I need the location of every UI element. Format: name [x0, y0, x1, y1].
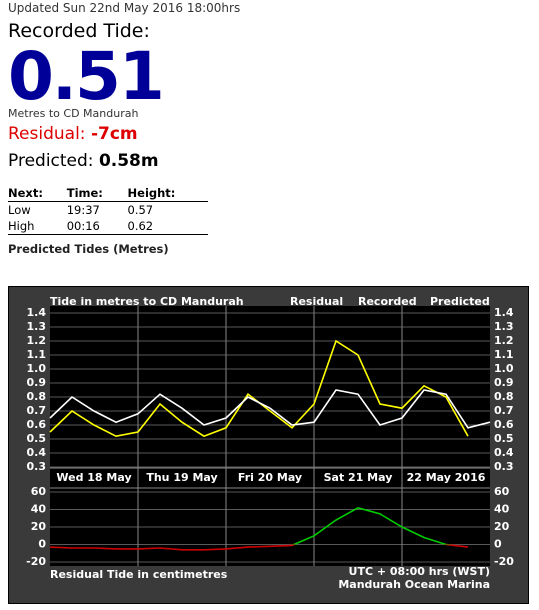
next-tides-table: Next: Time: Height: Low 19:37 0.57 High 00:16…: [8, 185, 208, 235]
legend-entry: Recorded: [358, 295, 417, 308]
y-tick-label: 0.3: [494, 460, 514, 473]
residual-value: -7cm: [90, 124, 138, 144]
cell: 00:16: [66, 218, 128, 235]
y-tick-label: 20: [494, 520, 510, 533]
y-tick-label: 0.9: [27, 376, 47, 389]
y-tick-label: 0.9: [494, 376, 514, 389]
tide-value: 0.51: [8, 38, 165, 115]
series-line: [49, 506, 469, 551]
y-tick-label: -20: [494, 555, 514, 568]
y-tick-label: 1.4: [27, 306, 47, 319]
x-tick-label: Fri 20 May: [238, 471, 302, 484]
plot-background: [50, 306, 490, 566]
y-tick-label: 0.3: [27, 460, 47, 473]
x-tick-label: Wed 18 May: [56, 471, 131, 484]
y-tick-label: 40: [31, 503, 47, 516]
column-header: Next:: [8, 185, 67, 202]
chart-title: Residual Tide in centimetres: [50, 568, 228, 581]
y-tick-label: 20: [31, 520, 47, 533]
y-tick-label: 1.3: [494, 320, 514, 333]
y-tick-label: 1.0: [27, 362, 47, 375]
y-tick-label: 0.4: [27, 446, 47, 459]
y-tick-label: 60: [494, 485, 510, 498]
y-tick-label: 0.6: [27, 418, 47, 431]
y-tick-label: 0.7: [494, 404, 514, 417]
y-tick-label: 1.2: [494, 334, 514, 347]
y-tick-label: 1.1: [494, 348, 514, 361]
y-tick-label: 0.5: [494, 432, 514, 445]
predicted: Predicted: 0.58m: [8, 151, 159, 171]
predicted-value: 0.58m: [98, 151, 159, 171]
chart-note: UTC + 08:00 hrs (WST): [349, 565, 490, 578]
y-tick-label: 40: [494, 503, 510, 516]
cell: High: [8, 218, 67, 235]
updated-time: Updated Sun 22nd May 2016 18:00hrs: [8, 1, 241, 15]
legend-entry: Predicted: [430, 295, 490, 308]
y-tick-label: 1.4: [494, 306, 514, 319]
chart-title: Tide in metres to CD Mandurah: [50, 295, 244, 308]
residual-label: Residual:: [8, 124, 86, 144]
cell: 19:37: [66, 203, 100, 217]
column-header: Height:: [127, 185, 208, 202]
cell: 0.57: [127, 203, 154, 217]
x-tick-label: Sat 21 May: [324, 471, 393, 484]
legend-entry: Residual: [290, 295, 343, 308]
cell: 0.62: [127, 218, 208, 235]
y-tick-label: 0.5: [27, 432, 47, 445]
y-tick-label: 60: [31, 485, 47, 498]
y-tick-label: 1.3: [27, 320, 47, 333]
series-line: [49, 389, 491, 429]
y-tick-label: 0: [38, 538, 46, 551]
predicted-label: Predicted:: [8, 151, 94, 171]
y-tick-label: 1.1: [27, 348, 47, 361]
y-tick-label: 0.6: [494, 418, 514, 431]
unit: Metres to CD Mandurah: [8, 107, 139, 120]
y-tick-label: 0.8: [27, 390, 47, 403]
column-header: Time:: [66, 185, 128, 202]
y-tick-label: 1.0: [494, 362, 514, 375]
y-tick-label: 0: [494, 538, 502, 551]
heading: Recorded Tide:: [8, 20, 150, 42]
y-tick-label: 0.8: [494, 390, 514, 403]
residual: Residual: -7cm: [8, 124, 138, 144]
y-tick-label: 1.2: [27, 334, 47, 347]
x-tick-label: Thu 19 May: [146, 471, 217, 484]
chart-note: Mandurah Ocean Marina: [338, 578, 490, 591]
y-tick-label: -20: [26, 555, 46, 568]
tide-chart: 0.3 0.30.4 0.40.5 0.50.6 0.60.7 0.70.8 0.80.9 0…: [8, 286, 529, 604]
cell: Low: [8, 203, 31, 217]
x-tick-label: 22 May 2016: [407, 471, 486, 484]
y-tick-label: 0.4: [494, 446, 514, 459]
y-tick-label: 0.7: [27, 404, 47, 417]
caption: Predicted Tides (Metres): [8, 242, 169, 256]
